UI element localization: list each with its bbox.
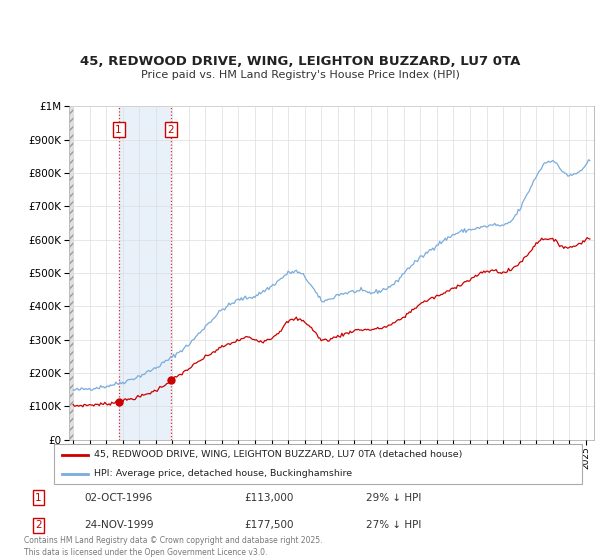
- Text: 27% ↓ HPI: 27% ↓ HPI: [366, 520, 422, 530]
- Bar: [119, 106, 171, 440]
- Text: £113,000: £113,000: [245, 493, 294, 503]
- Text: 45, REDWOOD DRIVE, WING, LEIGHTON BUZZARD, LU7 0TA: 45, REDWOOD DRIVE, WING, LEIGHTON BUZZAR…: [80, 55, 520, 68]
- Text: 24-NOV-1999: 24-NOV-1999: [85, 520, 154, 530]
- Bar: [69, 106, 74, 440]
- Text: 2: 2: [35, 520, 41, 530]
- Text: 1: 1: [35, 493, 41, 503]
- Text: Contains HM Land Registry data © Crown copyright and database right 2025.
This d: Contains HM Land Registry data © Crown c…: [24, 536, 323, 557]
- Text: 45, REDWOOD DRIVE, WING, LEIGHTON BUZZARD, LU7 0TA (detached house): 45, REDWOOD DRIVE, WING, LEIGHTON BUZZAR…: [94, 450, 462, 459]
- Text: 02-OCT-1996: 02-OCT-1996: [85, 493, 153, 503]
- Text: 29% ↓ HPI: 29% ↓ HPI: [366, 493, 422, 503]
- Text: 2: 2: [167, 125, 174, 135]
- FancyBboxPatch shape: [54, 444, 582, 484]
- Text: 1: 1: [115, 125, 122, 135]
- Text: Price paid vs. HM Land Registry's House Price Index (HPI): Price paid vs. HM Land Registry's House …: [140, 69, 460, 80]
- Text: £177,500: £177,500: [245, 520, 295, 530]
- Text: HPI: Average price, detached house, Buckinghamshire: HPI: Average price, detached house, Buck…: [94, 469, 352, 478]
